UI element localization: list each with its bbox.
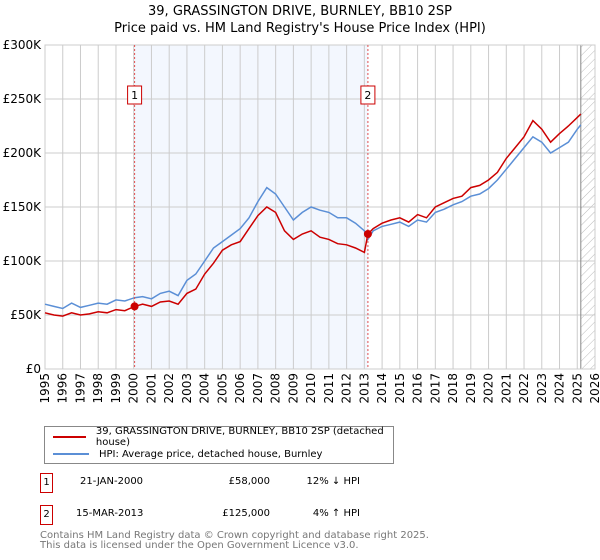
x-tick-label: 1996 (56, 373, 70, 404)
x-tick-label: 2010 (304, 373, 318, 404)
y-tick-label: £150K (3, 200, 43, 214)
x-tick-label: 2003 (180, 373, 194, 404)
transaction-badge: 2 (40, 505, 53, 525)
x-tick-label: 2011 (322, 373, 336, 404)
chart-title: 39, GRASSINGTON DRIVE, BURNLEY, BB10 2SP (148, 4, 452, 19)
legend-swatch-blue (53, 453, 89, 455)
y-tick-label: £300K (3, 38, 43, 52)
y-tick-label: £0 (26, 362, 41, 376)
sale-badge (127, 85, 143, 105)
transaction-price: £125,000 (222, 508, 270, 519)
x-tick-label: 2021 (499, 373, 513, 404)
x-tick-label: 2013 (357, 373, 371, 404)
x-tick-label: 1999 (109, 373, 123, 404)
plot-frame (44, 44, 596, 370)
x-tick-label: 1998 (91, 373, 105, 404)
x-tick-label: 2015 (393, 373, 407, 404)
x-tick-label: 2024 (553, 373, 567, 404)
transaction-date: 21-JAN-2000 (80, 476, 144, 487)
transaction-row: 1 21-JAN-2000 £58,000 12% ↓ HPI (40, 473, 600, 493)
y-tick-label: £50K (10, 308, 42, 322)
chart-subtitle: Price paid vs. HM Land Registry's House … (114, 21, 486, 36)
x-tick-label: 2007 (251, 373, 265, 404)
x-tick-label: 2000 (127, 373, 141, 404)
x-tick-label: 2006 (233, 373, 247, 404)
x-tick-label: 2016 (411, 373, 425, 404)
transaction-row: 2 15-MAR-2013 £125,000 4% ↑ HPI (40, 505, 600, 525)
y-tick-label: £200K (3, 146, 43, 160)
y-tick-label: £250K (3, 92, 43, 106)
x-tick-label: 2017 (428, 373, 442, 404)
x-tick-label: 2019 (464, 373, 478, 404)
y-tick-label: £100K (3, 254, 43, 268)
x-tick-label: 2014 (375, 373, 389, 404)
x-tick-label: 1997 (73, 373, 87, 404)
legend-label: 39, GRASSINGTON DRIVE, BURNLEY, BB10 2SP… (95, 426, 384, 448)
legend-swatch-red (53, 436, 86, 438)
x-tick-label: 2008 (269, 373, 283, 404)
legend: 39, GRASSINGTON DRIVE, BURNLEY, BB10 2SP… (44, 426, 394, 464)
series-line (44, 124, 582, 310)
x-tick-label: 2005 (215, 373, 229, 404)
x-tick-label: 2009 (286, 373, 300, 404)
x-tick-label: 1995 (38, 373, 52, 404)
x-tick-label: 2020 (482, 373, 496, 404)
x-tick-label: 2004 (198, 373, 212, 404)
sale-badge-label: 1 (131, 89, 138, 102)
sale-point (363, 230, 372, 238)
footer-copyright: Contains HM Land Registry data © Crown c… (40, 530, 429, 541)
sale-point (130, 302, 139, 311)
x-tick-label: 2026 (588, 373, 600, 404)
sale-badge (360, 85, 376, 105)
transaction-badge: 1 (40, 473, 53, 493)
sale-badge-label: 2 (364, 89, 371, 102)
footer: Contains HM Land Registry data © Crown c… (40, 531, 429, 551)
x-tick-label: 2025 (570, 373, 584, 404)
transaction-hpi-diff: 4% ↑ HPI (312, 508, 360, 519)
transaction-date: 15-MAR-2013 (76, 508, 144, 519)
legend-item-hpi: HPI: Average price, detached house, Burn… (53, 447, 322, 461)
legend-item-property: 39, GRASSINGTON DRIVE, BURNLEY, BB10 2SP… (53, 426, 393, 448)
transaction-price: £58,000 (228, 476, 270, 487)
footer-licence: This data is licensed under the Open Gov… (40, 540, 359, 551)
x-tick-label: 2018 (446, 373, 460, 404)
legend-label: HPI: Average price, detached house, Burn… (99, 448, 323, 460)
x-tick-label: 2023 (535, 373, 549, 404)
transaction-hpi-diff: 12% ↓ HPI (306, 476, 360, 487)
x-tick-label: 2002 (162, 373, 176, 404)
x-tick-label: 2001 (144, 373, 158, 404)
x-tick-label: 2012 (340, 373, 354, 404)
x-tick-label: 2022 (517, 373, 531, 404)
